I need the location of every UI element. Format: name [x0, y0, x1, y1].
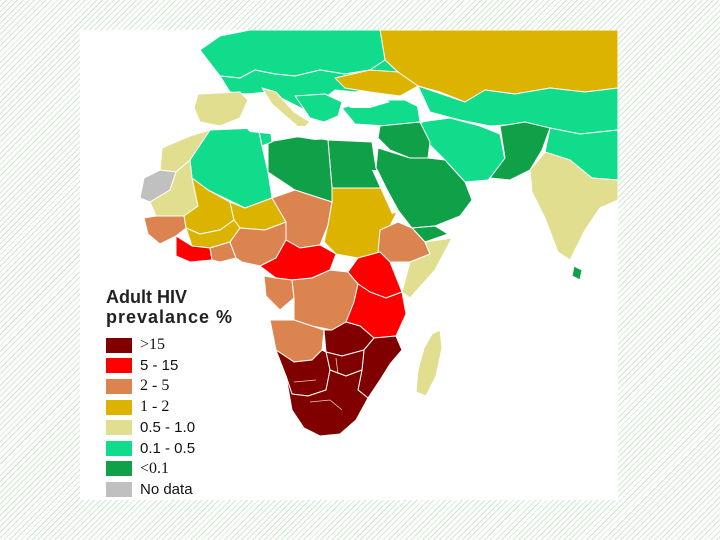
region-ghana	[209, 241, 237, 263]
legend-item: 0.1 - 0.5	[106, 438, 306, 459]
legend-item: No data	[106, 479, 306, 500]
legend-label: 1 - 2	[140, 398, 170, 416]
legend-label: >15	[140, 336, 166, 354]
legend-swatch	[106, 399, 132, 415]
region-balkans	[294, 93, 343, 123]
legend-swatch	[106, 378, 132, 394]
legend-label: 2 - 5	[140, 377, 170, 395]
legend-swatch	[106, 481, 132, 497]
legend-item: 1 - 2	[106, 397, 306, 418]
legend-label: 0.1 - 0.5	[140, 439, 196, 457]
region-northern-europe	[199, 30, 386, 79]
red-sea	[372, 170, 398, 214]
legend-swatch	[106, 420, 132, 436]
legend-label: 5 - 15	[140, 357, 179, 375]
legend-item: >15	[106, 335, 306, 356]
legend-item: 2 - 5	[106, 376, 306, 397]
map-panel: Adult HIV prevalance % >15 5 - 15 2 - 5 …	[80, 30, 618, 500]
region-sri-lanka	[571, 265, 583, 281]
legend-label: <0.1	[140, 459, 170, 477]
legend-items: >15 5 - 15 2 - 5 1 - 2 0.5 - 1.0 0.1 - 0…	[106, 335, 306, 500]
region-madagascar	[415, 329, 443, 397]
region-senegal	[143, 215, 187, 245]
region-central-asia	[417, 85, 618, 135]
legend-item: 5 - 15	[106, 356, 306, 377]
region-india	[529, 151, 618, 261]
legend-swatch	[106, 337, 132, 353]
legend-title-line1: Adult HIV	[106, 287, 187, 307]
caspian-sea	[416, 98, 428, 124]
legend-label: No data	[140, 480, 193, 498]
mediterranean-sea	[240, 118, 355, 140]
legend-item: <0.1	[106, 459, 306, 480]
legend-swatch	[106, 440, 132, 456]
legend-title-line2: prevalance %	[106, 307, 234, 327]
region-ukraine	[334, 69, 419, 97]
region-spain	[193, 91, 249, 127]
region-somalia	[401, 237, 453, 299]
map-legend: Adult HIV prevalance % >15 5 - 15 2 - 5 …	[106, 287, 306, 500]
africa-hiv-map	[139, 30, 618, 437]
black-sea	[348, 96, 390, 108]
legend-swatch	[106, 461, 132, 477]
legend-item: 0.5 - 1.0	[106, 417, 306, 438]
legend-swatch	[106, 358, 132, 374]
legend-label: 0.5 - 1.0	[140, 419, 196, 437]
region-south-africa	[285, 369, 369, 437]
